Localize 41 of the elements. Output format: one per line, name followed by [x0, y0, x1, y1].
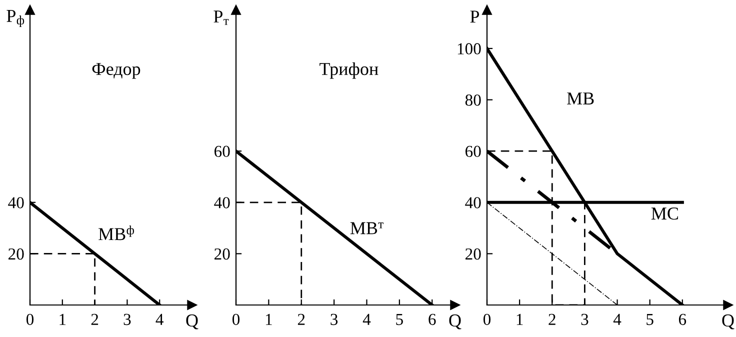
x-tick-label: 0	[26, 314, 34, 326]
x-tick-label: 4	[613, 314, 622, 325]
x-tick-label: 4	[362, 314, 371, 325]
y-axis-title: P$_{ф}$	[6, 10, 24, 27]
annotation: MB$^{т}$	[350, 222, 384, 234]
y-tick-label: 20	[214, 248, 230, 260]
x-tick-label: 5	[396, 314, 403, 326]
y-tick-label: 60	[465, 146, 481, 158]
annotation: MB	[567, 92, 594, 104]
x-tick-label: 5	[646, 314, 654, 326]
y-tick-label: 20	[8, 248, 24, 260]
y-axis-title: P$_{т}$	[214, 10, 229, 25]
text: Федор	[92, 63, 140, 79]
x-tick-label: 1	[60, 314, 66, 325]
x-tick-label: 1	[516, 314, 523, 325]
x-tick-label: 3	[124, 314, 131, 326]
x-tick-label: 4	[156, 314, 164, 325]
x-tick-label: 6	[428, 314, 436, 326]
y-tick-label: 80	[465, 94, 481, 106]
y-axis-title: P	[470, 10, 480, 23]
annotation: MB$^{ф}$	[98, 225, 134, 240]
x-axis-title: Q	[186, 314, 198, 330]
y-tick-label: 40	[8, 197, 24, 208]
x-axis-title: Q	[722, 314, 734, 330]
y-tick-label: 40	[465, 197, 481, 208]
x-tick-label: 0	[232, 314, 240, 326]
y-tick-label: 100	[458, 43, 481, 54]
y-tick-label: 40	[214, 197, 230, 208]
x-tick-label: 2	[298, 314, 305, 325]
x-tick-label: 3	[330, 314, 338, 326]
y-tick-label: 60	[214, 146, 230, 158]
x-axis-title: Q	[449, 314, 462, 330]
y-tick-label: 20	[466, 248, 481, 260]
x-tick-label: 2	[548, 314, 556, 325]
x-tick-label: 0	[483, 314, 491, 326]
x-tick-label: 6	[678, 314, 686, 326]
annotation: MC	[651, 207, 678, 220]
x-tick-label: 2	[91, 314, 98, 325]
x-tick-label: 3	[581, 314, 588, 326]
x-tick-label: 1	[266, 314, 272, 325]
text: Трифон	[320, 62, 378, 79]
